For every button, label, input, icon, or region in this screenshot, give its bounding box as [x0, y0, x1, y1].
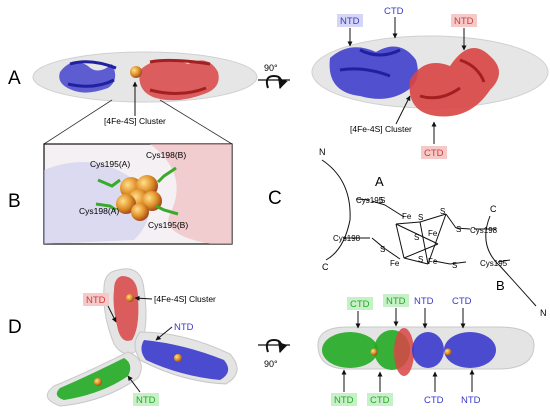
fe-atom-4: Fe — [428, 257, 438, 266]
s-atom-5: S — [418, 213, 423, 222]
cys195-bottom-label: Cys195 — [480, 259, 508, 268]
cys198b-label: Cys198(B) — [146, 150, 186, 160]
ctd-label-g1: CTD — [350, 299, 370, 310]
panel-letter-b: B — [8, 191, 21, 212]
ntd-highlight-g-bot — [331, 393, 357, 406]
red-helices-left — [149, 58, 211, 95]
chain-a-backbone — [321, 159, 351, 261]
cys198a-label: Cys198(A) — [79, 206, 119, 216]
s-atom-8: S — [440, 207, 445, 216]
ntd-highlight-d-red — [83, 293, 109, 306]
blue-helices-left — [67, 60, 117, 88]
ntd-label-g-top: NTD — [386, 296, 406, 307]
cluster-d-green — [94, 378, 102, 386]
red-helices-right — [419, 58, 486, 100]
cubane-bonds — [343, 198, 511, 265]
red-domain-right — [409, 48, 499, 117]
ctd-highlight-g1 — [347, 297, 373, 310]
zoom-line-right — [159, 99, 233, 145]
n-terminus-bottom: N — [540, 308, 547, 318]
rotation-arrow-d — [265, 338, 288, 353]
ntd-highlight-g-top — [383, 294, 409, 307]
cluster-label-a-right: [4Fe-4S] Cluster — [350, 124, 412, 134]
ctd-label-a-bottom: CTD — [424, 148, 444, 159]
ntd-label-g-bot: NTD — [334, 395, 354, 406]
fe-atom-1: Fe — [402, 212, 412, 221]
c-terminus-right: C — [490, 204, 497, 214]
s-atom-7: S — [418, 255, 423, 264]
s-atom-6: S — [414, 233, 419, 242]
fe-atom-2: Fe — [428, 229, 438, 238]
cysteine-sticks-b — [95, 166, 179, 216]
ntd-highlight-d-green — [133, 393, 159, 406]
panel-letter-d: D — [8, 317, 22, 338]
cluster-d-right-2 — [444, 348, 452, 356]
green-arm — [56, 358, 131, 400]
cys195a-label: Cys195(A) — [90, 159, 130, 169]
ctd-highlight-g-bot — [367, 393, 393, 406]
cluster-d-red — [126, 294, 134, 302]
ntd-arrow-d-blue — [155, 326, 173, 341]
zoom-line-left — [43, 99, 113, 145]
cys198-left-label: Cys198 — [333, 234, 361, 243]
ntd-label-d-red: NTD — [86, 295, 106, 306]
chain-b-backbone — [485, 215, 537, 307]
panel-letter-a: A — [8, 68, 21, 89]
cluster-arrow-a-right — [395, 95, 411, 125]
blue-domain-d2 — [444, 332, 496, 368]
ctd-highlight-a-bottom — [421, 146, 447, 159]
ntd-label-b1: NTD — [414, 296, 434, 307]
s-atom-3: S — [456, 225, 461, 234]
blue-domain-right — [329, 46, 418, 99]
inset-red-background — [150, 144, 232, 244]
ntd-arrow-d-green — [127, 375, 141, 393]
n-terminus-top: N — [319, 147, 326, 157]
ntd-label-d-green: NTD — [136, 395, 156, 406]
rotation-label-a: 90° — [264, 63, 278, 73]
c-terminus-left: C — [322, 262, 329, 272]
blue-arm — [141, 340, 229, 380]
blue-helices-right — [339, 48, 401, 78]
ctd-label-b1: CTD — [452, 296, 472, 307]
ctd-label-b-bot: CTD — [424, 395, 444, 406]
ntd-label-d-blue: NTD — [174, 322, 194, 333]
cluster-spheres-b — [116, 175, 162, 221]
panel-a: A [4Fe-4S] Cluster 90° NTD CTD NTD [4Fe-… — [8, 6, 549, 159]
ntd-arrow-d-red — [107, 305, 117, 323]
chain-b-label: B — [496, 278, 505, 293]
cys198-right-label: Cys198 — [470, 226, 498, 235]
s-atom-2: S — [380, 245, 385, 254]
ntd-highlight-a-right — [451, 14, 477, 27]
panel-d: D NTD [4Fe-4S] Cluster NTD NTD 90° — [8, 268, 535, 407]
panel-c: C N C A C B N — [268, 147, 547, 318]
ntd-label-a-right: NTD — [454, 16, 474, 27]
s-atom-4: S — [452, 261, 457, 270]
cluster-d-right-1 — [370, 348, 378, 356]
panel-letter-c: C — [268, 188, 282, 209]
cys195-top-label: Cys195 — [356, 196, 384, 205]
cluster-label-d: [4Fe-4S] Cluster — [154, 294, 216, 304]
red-domain-d — [394, 328, 414, 376]
ctd-label-g-bot: CTD — [370, 395, 390, 406]
panel-b: B Cys195(A) Cys198(B) Cys198(A) Cys195(B… — [8, 143, 233, 245]
rotation-label-d: 90° — [264, 359, 278, 369]
cluster-arrow-d — [134, 295, 153, 301]
cys195b-label: Cys195(B) — [148, 220, 188, 230]
cluster-sphere-a — [130, 66, 142, 78]
cluster-label-a-left: [4Fe-4S] Cluster — [104, 116, 166, 126]
s-atom-1: S — [380, 196, 385, 205]
ntd-label-b-bot: NTD — [461, 395, 481, 406]
ntd-label-a-left: NTD — [340, 16, 360, 27]
chain-a-label: A — [375, 174, 384, 189]
cluster-d-blue — [174, 354, 182, 362]
ntd-highlight-a-left — [337, 14, 363, 27]
green-domain-1 — [322, 332, 378, 368]
ctd-label-a-top: CTD — [384, 6, 404, 17]
rotation-arrow-a — [265, 74, 288, 89]
fe-atom-3: Fe — [390, 259, 400, 268]
blue-domain-d1 — [412, 332, 444, 368]
red-arm — [113, 276, 139, 341]
